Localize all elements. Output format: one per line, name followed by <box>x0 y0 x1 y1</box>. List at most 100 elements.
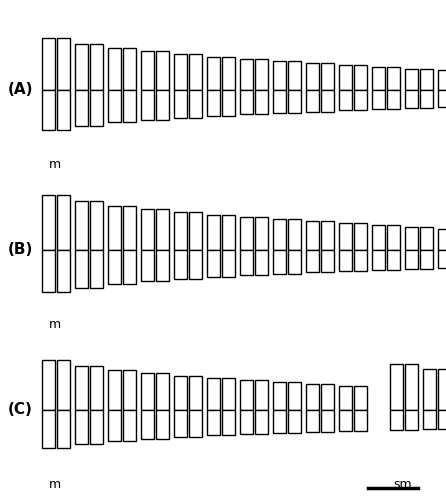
Bar <box>189 376 202 410</box>
Bar <box>189 90 202 118</box>
Bar <box>108 206 121 250</box>
Bar <box>240 90 253 114</box>
Bar <box>156 51 169 90</box>
Bar <box>90 201 103 250</box>
Bar <box>339 223 352 250</box>
Bar <box>57 90 70 130</box>
Bar <box>288 382 301 410</box>
Text: (C): (C) <box>8 402 33 417</box>
Bar <box>354 386 367 410</box>
Bar <box>306 384 319 410</box>
Bar <box>189 54 202 90</box>
Bar <box>387 225 400 250</box>
Bar <box>306 63 319 90</box>
Bar <box>321 90 334 112</box>
Bar <box>42 195 55 250</box>
Bar <box>306 90 319 112</box>
Bar <box>438 250 446 268</box>
Bar <box>57 410 70 448</box>
Bar <box>222 90 235 116</box>
Bar <box>222 215 235 250</box>
Bar <box>207 250 220 277</box>
Bar <box>255 59 268 90</box>
Bar <box>240 380 253 410</box>
Bar <box>42 360 55 410</box>
Bar <box>387 250 400 270</box>
Bar <box>354 223 367 250</box>
Bar <box>75 410 88 444</box>
Bar <box>405 364 418 410</box>
Bar <box>57 195 70 250</box>
Bar <box>288 410 301 433</box>
Bar <box>423 410 436 429</box>
Bar <box>75 90 88 126</box>
Bar <box>321 250 334 272</box>
Bar <box>339 65 352 90</box>
Bar <box>390 410 403 430</box>
Bar <box>420 250 433 269</box>
Bar <box>321 410 334 432</box>
Text: m: m <box>49 158 61 171</box>
Bar <box>354 410 367 431</box>
Bar <box>156 373 169 410</box>
Bar <box>75 44 88 90</box>
Bar <box>240 250 253 275</box>
Bar <box>306 410 319 432</box>
Bar <box>207 410 220 435</box>
Bar <box>90 366 103 410</box>
Bar <box>255 217 268 250</box>
Bar <box>273 410 286 433</box>
Bar <box>156 209 169 250</box>
Bar <box>273 219 286 250</box>
Bar <box>306 221 319 250</box>
Bar <box>42 410 55 448</box>
Bar <box>156 90 169 120</box>
Bar <box>174 212 187 250</box>
Bar <box>123 410 136 441</box>
Bar <box>240 410 253 434</box>
Text: m: m <box>49 318 61 331</box>
Bar <box>354 65 367 90</box>
Bar <box>273 61 286 90</box>
Bar <box>288 61 301 90</box>
Bar <box>123 250 136 284</box>
Bar <box>156 250 169 281</box>
Bar <box>90 410 103 444</box>
Bar <box>387 67 400 90</box>
Bar <box>57 250 70 292</box>
Bar <box>174 90 187 118</box>
Text: sm: sm <box>394 478 412 491</box>
Bar <box>75 250 88 288</box>
Bar <box>321 63 334 90</box>
Bar <box>420 69 433 90</box>
Bar <box>123 206 136 250</box>
Bar <box>438 229 446 250</box>
Bar <box>255 380 268 410</box>
Bar <box>339 410 352 431</box>
Bar <box>123 48 136 90</box>
Bar <box>57 38 70 90</box>
Bar <box>108 250 121 284</box>
Bar <box>156 410 169 439</box>
Bar <box>255 90 268 114</box>
Bar <box>222 250 235 277</box>
Bar <box>141 410 154 439</box>
Bar <box>240 217 253 250</box>
Bar <box>108 370 121 410</box>
Bar <box>141 373 154 410</box>
Bar <box>255 410 268 434</box>
Bar <box>372 90 385 109</box>
Bar <box>189 410 202 437</box>
Text: m: m <box>49 478 61 491</box>
Bar <box>90 44 103 90</box>
Text: (A): (A) <box>8 82 33 98</box>
Bar <box>189 250 202 279</box>
Bar <box>141 90 154 120</box>
Bar <box>420 227 433 250</box>
Bar <box>174 376 187 410</box>
Bar <box>387 90 400 109</box>
Bar <box>141 209 154 250</box>
Bar <box>222 410 235 435</box>
Bar <box>108 48 121 90</box>
Bar <box>174 250 187 279</box>
